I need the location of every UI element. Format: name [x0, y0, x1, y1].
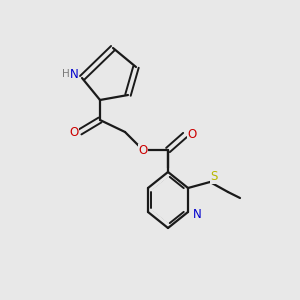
Text: O: O — [69, 125, 79, 139]
Text: H: H — [62, 69, 70, 79]
Text: N: N — [70, 68, 78, 80]
Text: O: O — [138, 143, 148, 157]
Text: S: S — [210, 170, 218, 184]
Text: O: O — [188, 128, 196, 142]
Text: N: N — [193, 208, 201, 220]
